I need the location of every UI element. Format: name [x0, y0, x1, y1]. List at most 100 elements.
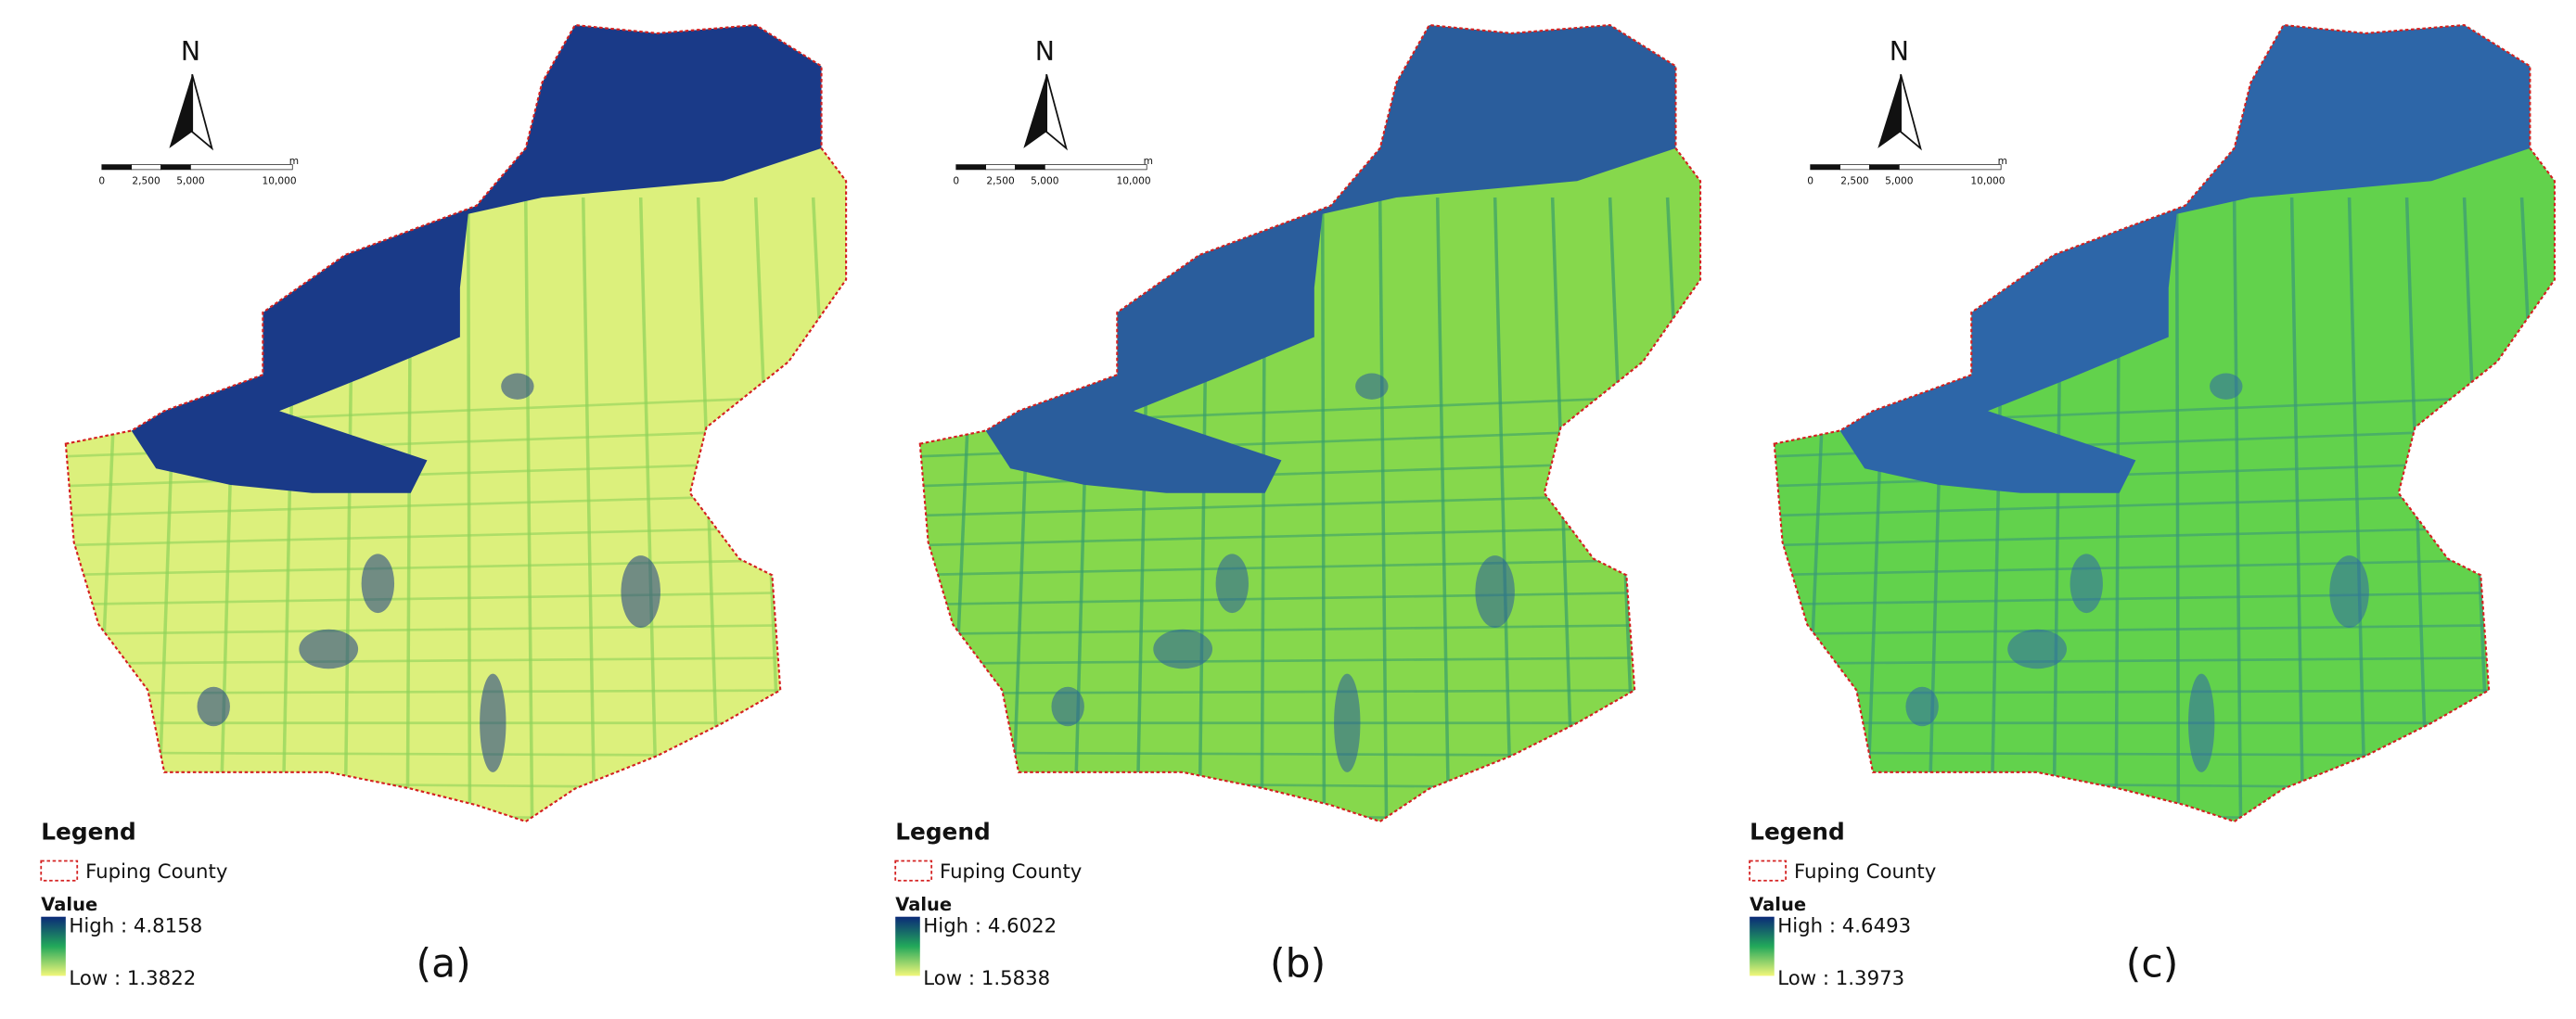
north-arrow-right [1900, 73, 1922, 151]
raster-patch [1905, 686, 1939, 727]
scale-label: 2,500 [132, 174, 160, 186]
scale-label: 0 [953, 174, 959, 186]
legend-value-title: Value [1749, 894, 1806, 915]
raster-patch [299, 629, 359, 669]
raster-patch [2329, 555, 2369, 629]
legend-ramp [895, 916, 920, 976]
scale-unit: m [1998, 155, 2007, 167]
scale-label: 0 [98, 174, 105, 186]
county-boundary [918, 23, 1702, 823]
raster-patch [501, 373, 534, 400]
legend-boundary-label: Fuping County [85, 860, 227, 884]
legend-boundary-swatch [40, 860, 79, 882]
legend-low-label: Low : 1.5838 [923, 967, 1050, 990]
raster-high [985, 25, 1676, 493]
road-line [1493, 197, 1514, 822]
panel-label: (b) [1270, 941, 1326, 987]
road-line [1378, 197, 1389, 822]
raster-patch [197, 686, 230, 727]
road-line [65, 590, 847, 606]
scale-label: 0 [1807, 174, 1813, 186]
road-line [65, 810, 847, 822]
road-line [581, 197, 596, 822]
road-line [65, 197, 68, 822]
map-panel: N 0 2,500 5,000 10,000 m Legend Fuping County Va… [894, 23, 1702, 990]
road-line [2289, 197, 2305, 822]
north-arrow-left [169, 74, 193, 148]
scale-bar-segment [1015, 164, 1045, 171]
scale-bar-segment [1898, 164, 2002, 171]
road-line [1774, 557, 2555, 577]
raster-patch [621, 555, 660, 629]
scale-unit: m [289, 155, 299, 167]
scale-bar-segment [1044, 164, 1147, 171]
road-line [919, 656, 1701, 666]
north-label: N [181, 36, 200, 67]
raster-patch [1334, 673, 1361, 772]
raster-high [131, 25, 822, 493]
legend-value-title: Value [41, 894, 97, 915]
legend-ramp [41, 916, 66, 976]
map-panel: N 0 2,500 5,000 10,000 m Legend Fuping County Va… [1749, 23, 2557, 990]
road-line [466, 197, 472, 822]
panel-label: (c) [2126, 941, 2179, 987]
raster [65, 25, 847, 822]
scale-label: 5,000 [1885, 174, 1914, 186]
road-line [523, 197, 534, 822]
legend-title: Legend [1749, 818, 1845, 845]
road-line [919, 557, 1701, 577]
scale-label: 5,000 [1031, 174, 1059, 186]
road-line [1774, 810, 2555, 822]
raster-patch [2070, 554, 2103, 614]
scale-label: 2,500 [986, 174, 1015, 186]
raster-patch [1355, 373, 1389, 400]
road-line [919, 197, 922, 822]
raster-patch [361, 554, 395, 614]
legend-boundary-swatch [1749, 860, 1788, 882]
raster-high [1839, 25, 2531, 493]
legend-title: Legend [41, 818, 136, 845]
legend-high-label: High : 4.8158 [69, 914, 202, 937]
raster-patch [2007, 629, 2067, 669]
north-label: N [1890, 36, 1909, 67]
road-line [919, 590, 1701, 606]
north-arrow-left [1878, 74, 1902, 148]
raster-patch [1215, 554, 1249, 614]
map-panel: N 0 2,500 5,000 10,000 m Legend Fuping County Va… [40, 23, 848, 990]
legend-low-label: Low : 1.3822 [69, 967, 196, 990]
scale-bar-segment [1839, 164, 1870, 171]
scale-bar-segment [101, 164, 133, 171]
legend-title: Legend [895, 818, 991, 845]
scale-bar-segment [160, 164, 191, 171]
scale-bar-segment [1869, 164, 1900, 171]
road-line [1774, 590, 2555, 606]
road-line [65, 557, 847, 577]
raster-patch [1475, 555, 1515, 629]
north-arrow-right [191, 73, 214, 151]
scale-label: 2,500 [1840, 174, 1869, 186]
road-line [1435, 197, 1451, 822]
scale-bar-segment [1810, 164, 1840, 171]
road-line [919, 623, 1701, 636]
panel-label: (a) [417, 941, 471, 987]
scale-label: 10,000 [263, 174, 297, 186]
legend-boundary-label: Fuping County [1794, 860, 1936, 884]
road-line [1774, 656, 2555, 666]
legend-low-label: Low : 1.3973 [1777, 967, 1904, 990]
raster [919, 25, 1701, 822]
legend-value-title: Value [895, 894, 952, 915]
north-arrow-right [1045, 73, 1068, 151]
road-line [65, 688, 847, 695]
road-line [2174, 197, 2181, 822]
county-boundary [64, 23, 848, 823]
road-line [65, 623, 847, 636]
raster-patch [1153, 629, 1213, 669]
road-line [1774, 688, 2555, 695]
raster-patch [480, 673, 506, 772]
scale-label: 10,000 [1116, 174, 1150, 186]
scale-bar-segment [190, 164, 293, 171]
raster [1774, 25, 2555, 822]
raster-patch [2188, 673, 2215, 772]
